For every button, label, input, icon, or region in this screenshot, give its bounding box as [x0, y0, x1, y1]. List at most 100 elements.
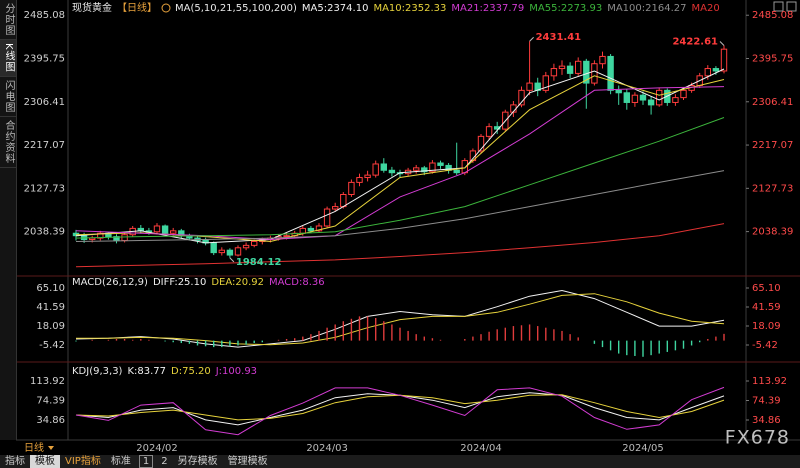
period-label: 【日线】	[117, 1, 157, 14]
indicator-line	[75, 68, 725, 244]
candle-body	[558, 65, 566, 70]
y-tick-label-left: 41.59	[36, 302, 65, 313]
y-tick-label-right: 41.59	[752, 302, 781, 313]
toolbar-item[interactable]: 另存模板	[177, 456, 218, 467]
panel-title: KDJ(9,3,3)	[72, 366, 123, 377]
candle-body	[631, 94, 639, 103]
legend-entry: MA100:2164.27	[607, 3, 686, 14]
y-tick-label-left: 2306.41	[24, 97, 65, 108]
toolbar-item[interactable]: VIP指标	[65, 456, 101, 467]
candle-body	[623, 92, 630, 103]
y-tick-label-left: 2395.75	[24, 53, 65, 64]
legend-entry: K:83.77	[127, 366, 166, 377]
candle-body	[421, 167, 428, 173]
y-tick-label-right: 2127.73	[752, 183, 793, 194]
legend-entry: MA5:2374.10	[302, 3, 369, 14]
candle-body	[315, 225, 323, 232]
toolbar-item[interactable]: 标准	[110, 456, 131, 467]
candle-body	[591, 63, 598, 84]
candle-body	[712, 68, 720, 72]
legend-entry: D:75.20	[171, 366, 211, 377]
candle-body	[485, 126, 493, 137]
legend-entry: MA21:2337.79	[451, 3, 524, 14]
legend-entry: DIFF:25.10	[153, 277, 206, 288]
candle-body	[210, 242, 217, 254]
x-tick-label: 2024/03	[306, 443, 348, 454]
candle-body	[218, 249, 226, 254]
window-button[interactable]	[773, 1, 784, 12]
candle-body	[566, 65, 574, 74]
plot	[75, 386, 725, 436]
plot	[75, 289, 725, 357]
candle-body	[348, 181, 355, 195]
plot	[72, 41, 728, 268]
sidebar-tab[interactable]: 闪电图	[0, 77, 16, 117]
candle-body	[242, 244, 250, 249]
candle-body	[526, 82, 533, 91]
panel-title: 现货黄金	[72, 1, 112, 14]
candle-body	[720, 48, 728, 72]
candle-body	[550, 68, 558, 77]
sidebar-tab[interactable]: 合约资料	[0, 117, 16, 168]
candle-body	[680, 89, 687, 99]
y-tick-label-right: 2306.41	[752, 97, 793, 108]
candle-body	[340, 193, 347, 208]
candle-body	[121, 234, 128, 242]
toolbar-item[interactable]: 管理模板	[227, 456, 268, 467]
toolbar: 指标 模板 VIP指标 标准 1 2 另存模板 管理模板	[0, 455, 800, 468]
sidebar-tab[interactable]: 分时图	[0, 0, 16, 40]
annotation-leader	[229, 257, 235, 263]
toolbar-item[interactable]: 2	[161, 456, 168, 467]
price-annotation: 2431.41	[536, 32, 582, 43]
toolbar-item[interactable]: 模板	[30, 455, 60, 468]
candle-body	[307, 227, 315, 232]
candle-body	[647, 99, 655, 106]
price-annotation: 1984.12	[236, 257, 282, 268]
price-annotation: 2422.61	[672, 36, 718, 47]
window-button[interactable]	[786, 1, 797, 12]
y-tick-label-left: -5.42	[39, 340, 65, 351]
y-tick-label-left: 2127.73	[24, 183, 65, 194]
y-tick-label-left: 113.92	[30, 376, 65, 387]
candle-body	[388, 169, 396, 174]
y-tick-label-right: 2038.39	[752, 227, 793, 238]
period-selector[interactable]: 日线	[24, 441, 44, 454]
annotation-leader	[529, 36, 534, 42]
y-tick-label-left: 65.10	[36, 283, 65, 294]
watermark: FX678	[725, 427, 790, 449]
legend-entry: J:100.93	[215, 366, 257, 377]
candle-body	[234, 247, 242, 256]
candle-body	[97, 232, 104, 239]
y-tick-label-right: 2485.08	[752, 10, 793, 21]
settings-icon	[161, 3, 171, 13]
candle-body	[283, 235, 290, 238]
sidebar: 分时图 K线图 闪电图 合约资料	[0, 0, 17, 440]
candle-body	[672, 97, 679, 103]
y-tick-label-left: 18.09	[36, 321, 65, 332]
candle-body	[251, 240, 258, 246]
panel-title: MACD(26,12,9)	[72, 277, 148, 288]
candle-body	[583, 60, 590, 84]
candle-body	[599, 55, 606, 65]
candle-body	[477, 135, 485, 152]
y-tick-label-right: 113.92	[752, 376, 787, 387]
dropdown-arrow	[48, 446, 54, 450]
indicator-line	[75, 117, 725, 239]
candle-body	[153, 225, 161, 233]
toolbar-item[interactable]: 1	[138, 455, 154, 468]
x-tick-label: 2024/04	[460, 443, 502, 454]
toolbar-item[interactable]: 指标	[5, 456, 25, 467]
candle-body	[161, 225, 169, 234]
y-tick-label-right: 2395.75	[752, 53, 793, 64]
x-tick-label: 2024/02	[136, 443, 178, 454]
candle-body	[226, 249, 234, 256]
candle-body	[323, 208, 331, 227]
y-tick-label-right: 18.09	[752, 321, 781, 332]
y-tick-label-right: 65.10	[752, 283, 781, 294]
y-tick-label-right: -5.42	[752, 340, 778, 351]
x-tick-label: 2024/05	[622, 443, 664, 454]
sidebar-tab[interactable]: K线图	[0, 40, 16, 77]
legend-entry: MA10:2352.33	[373, 3, 446, 14]
candle-body	[518, 89, 525, 106]
